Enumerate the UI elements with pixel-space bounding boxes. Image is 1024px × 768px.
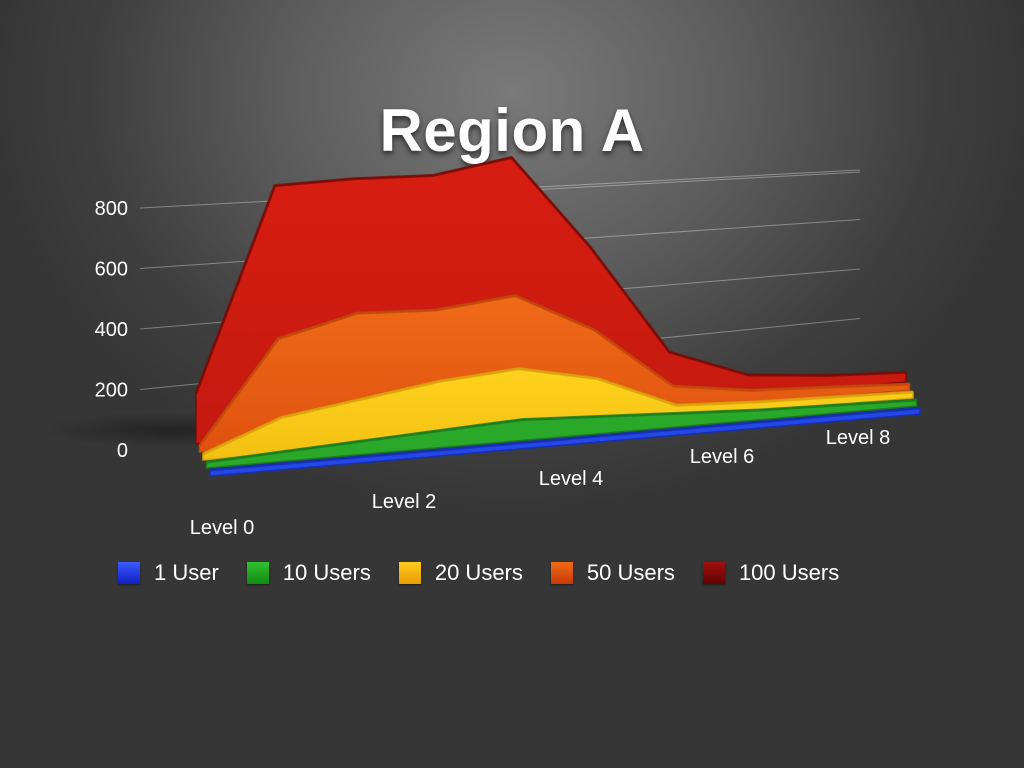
series-areas (194, 155, 921, 477)
series-edge (206, 398, 917, 464)
x-tick-label: Level 8 (826, 427, 891, 449)
legend-label: 20 Users (434, 560, 523, 585)
y-tick-label: 400 (95, 319, 128, 341)
x-axis-ticks: Level 0 Level 2 Level 4 Level 6 Level 8 (190, 427, 891, 539)
legend-swatch (118, 562, 140, 584)
legend-item: 1 User (118, 560, 219, 586)
series-edge (209, 406, 921, 472)
y-tick-label: 200 (95, 380, 128, 402)
legend-item: 20 Users (398, 560, 523, 586)
legend-swatch (702, 562, 725, 584)
x-tick-label: Level 4 (539, 468, 604, 490)
chart-title: Region A (379, 97, 645, 164)
legend-item: 100 Users (702, 560, 840, 586)
y-tick-label: 800 (95, 198, 128, 220)
series-edge (202, 367, 914, 456)
series-1-user (209, 406, 921, 477)
legend-swatch (550, 562, 573, 584)
series-edge (198, 294, 910, 447)
x-tick-label: Level 0 (190, 517, 255, 539)
y-axis-ticks: 0 200 400 600 800 (95, 198, 128, 462)
legend-item: 10 Users (246, 560, 371, 586)
y-tick-label: 0 (117, 440, 128, 462)
x-tick-label: Level 6 (690, 446, 755, 468)
legend-label: 50 Users (586, 560, 675, 585)
x-tick-label: Level 2 (372, 491, 437, 513)
legend-swatch (398, 562, 421, 584)
legend-item: 50 Users (550, 560, 675, 586)
y-tick-label: 600 (95, 259, 128, 281)
legend: 1 User 10 Users 20 Users 50 Users 100 Users (118, 560, 867, 586)
legend-swatch (246, 562, 269, 584)
legend-label: 100 Users (738, 560, 840, 585)
legend-label: 10 Users (282, 560, 371, 585)
series-10-users (205, 398, 918, 469)
legend-label: 1 User (154, 560, 219, 585)
series-edge (194, 155, 907, 394)
